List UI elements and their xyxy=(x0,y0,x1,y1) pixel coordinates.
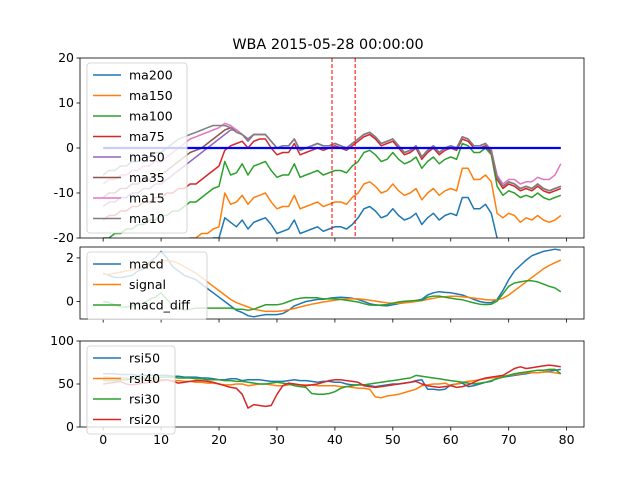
legend-label-signal: signal xyxy=(129,277,166,292)
legend-box xyxy=(86,62,188,234)
x-tick-label: 20 xyxy=(211,432,227,447)
y-tick-label: 2 xyxy=(66,250,74,265)
legend-label-rsi20: rsi20 xyxy=(129,412,160,427)
legend-label-rsi40: rsi40 xyxy=(129,371,160,386)
y-tick-label: 20 xyxy=(58,50,74,65)
y-tick-label: 0 xyxy=(66,419,74,434)
y-tick-label: 0 xyxy=(66,140,74,155)
panel-1: 0 2 macd signal macd_diff xyxy=(66,246,585,323)
panel-2-legend: rsi50 rsi40 rsi30 rsi20 xyxy=(86,345,176,435)
legend-label-rsi50: rsi50 xyxy=(129,351,160,366)
panel-2-plot-area xyxy=(103,364,562,409)
x-tick-label: 40 xyxy=(327,432,343,447)
legend-label-ma75: ma75 xyxy=(129,129,165,144)
y-tick-label: -20 xyxy=(54,230,74,245)
legend-label-rsi30: rsi30 xyxy=(129,392,160,407)
panel-1-legend: macd signal macd_diff xyxy=(86,251,208,320)
x-tick-label: 70 xyxy=(501,432,517,447)
x-tick-label: 80 xyxy=(559,432,575,447)
x-tick-label: 50 xyxy=(385,432,401,447)
x-tick-label: 60 xyxy=(443,432,459,447)
series-line-rsi30 xyxy=(103,368,562,396)
legend-label-macd: macd xyxy=(129,257,164,272)
y-tick-label: -10 xyxy=(54,185,74,200)
chart-title: WBA 2015-05-28 00:00:00 xyxy=(232,37,423,53)
panel-0: -20-1001020ma200ma150ma100ma75ma50ma35ma… xyxy=(54,50,585,245)
legend-label-ma50: ma50 xyxy=(129,150,165,165)
legend-box xyxy=(86,251,208,320)
legend-label-ma100: ma100 xyxy=(129,109,173,124)
legend-label-ma15: ma15 xyxy=(129,191,165,206)
y-tick-label: 50 xyxy=(58,376,74,391)
x-tick-label: 0 xyxy=(99,432,107,447)
series-line-rsi20 xyxy=(103,364,561,409)
legend-label-ma10: ma10 xyxy=(129,211,165,226)
y-tick-label: 10 xyxy=(58,95,74,110)
panel-1-frame xyxy=(79,246,585,320)
legend-label-ma200: ma200 xyxy=(129,68,173,83)
panel-0-legend: ma200 ma150 ma100 ma75 ma50 ma35 ma15 ma10 xyxy=(86,62,188,234)
x-tick-label: 10 xyxy=(153,432,169,447)
legend-label-macd_diff: macd_diff xyxy=(129,298,190,313)
legend-box xyxy=(86,345,176,435)
legend-label-ma150: ma150 xyxy=(129,88,173,103)
legend-label-ma35: ma35 xyxy=(129,170,165,185)
y-tick-label: 100 xyxy=(50,333,74,348)
y-tick-label: 0 xyxy=(66,294,74,309)
x-tick-label: 30 xyxy=(269,432,285,447)
